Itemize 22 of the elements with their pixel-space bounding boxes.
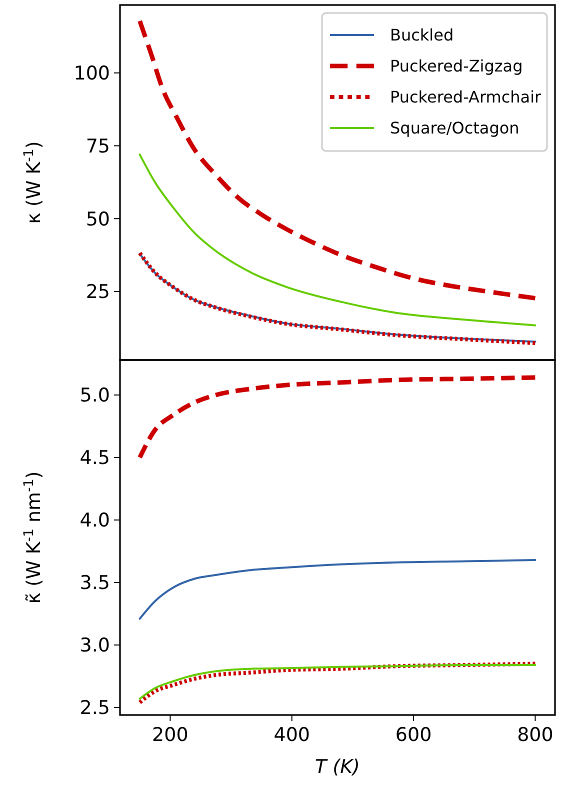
y-tick-label: 2.5 — [80, 697, 110, 720]
line-series — [138, 375, 538, 460]
line-series — [138, 154, 536, 326]
x-axis-title: T (K) — [315, 756, 360, 778]
legend-label: Puckered-Armchair — [390, 88, 542, 107]
legend-label: Buckled — [390, 26, 454, 45]
y-tick-label: 75 — [86, 135, 110, 158]
line-series — [138, 559, 536, 620]
x-tick-label: 800 — [517, 724, 554, 746]
y-tick-label: 4.0 — [80, 510, 110, 532]
y-tick-label: 3.0 — [80, 634, 110, 657]
y-tick-label: 25 — [86, 281, 110, 304]
x-tick-label: 400 — [274, 724, 310, 746]
y-tick-label: 3.5 — [80, 572, 110, 594]
legend-label: Square/Octagon — [390, 118, 520, 138]
x-tick-label: 600 — [395, 724, 432, 746]
x-tick-label: 200 — [152, 724, 188, 746]
y-tick-label: 5.0 — [80, 384, 110, 407]
y-tick-label: 100 — [74, 62, 110, 85]
y-tick-label: 50 — [86, 208, 110, 230]
legend-label: Puckered-Zigzag — [390, 56, 523, 76]
y-tick-label: 4.5 — [80, 447, 110, 470]
